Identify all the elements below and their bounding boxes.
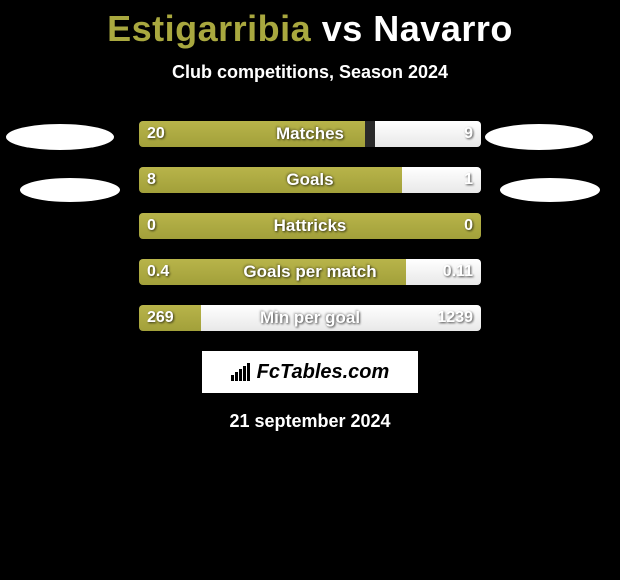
fctables-logo: FcTables.com bbox=[231, 361, 390, 384]
vs-text: vs bbox=[322, 8, 363, 49]
stat-row-matches: 209Matches bbox=[139, 121, 481, 147]
stats-bars: 209Matches 81Goals 00Hattricks 0.40.11Goals… bbox=[139, 121, 481, 331]
player1-name: Estigarribia bbox=[107, 8, 311, 49]
stat-label: Min per goal bbox=[139, 305, 481, 331]
logo-box: FcTables.com bbox=[202, 351, 418, 393]
player1-photo-placeholder-top bbox=[6, 124, 114, 150]
player2-name: Navarro bbox=[373, 8, 513, 49]
subtitle: Club competitions, Season 2024 bbox=[0, 62, 620, 83]
logo-text: FcTables.com bbox=[257, 361, 390, 384]
stat-label: Matches bbox=[139, 121, 481, 147]
stat-label: Goals bbox=[139, 167, 481, 193]
stat-row-goals: 81Goals bbox=[139, 167, 481, 193]
stat-label: Hattricks bbox=[139, 213, 481, 239]
comparison-title: Estigarribia vs Navarro bbox=[0, 0, 620, 50]
stat-row-goals-per-match: 0.40.11Goals per match bbox=[139, 259, 481, 285]
stat-label: Goals per match bbox=[139, 259, 481, 285]
bars-icon bbox=[231, 363, 253, 381]
date-text: 21 september 2024 bbox=[0, 411, 620, 432]
stat-row-hattricks: 00Hattricks bbox=[139, 213, 481, 239]
player1-photo-placeholder-mid bbox=[20, 178, 120, 202]
player2-photo-placeholder-mid bbox=[500, 178, 600, 202]
player2-photo-placeholder-top bbox=[485, 124, 593, 150]
stat-row-min-per-goal: 2691239Min per goal bbox=[139, 305, 481, 331]
